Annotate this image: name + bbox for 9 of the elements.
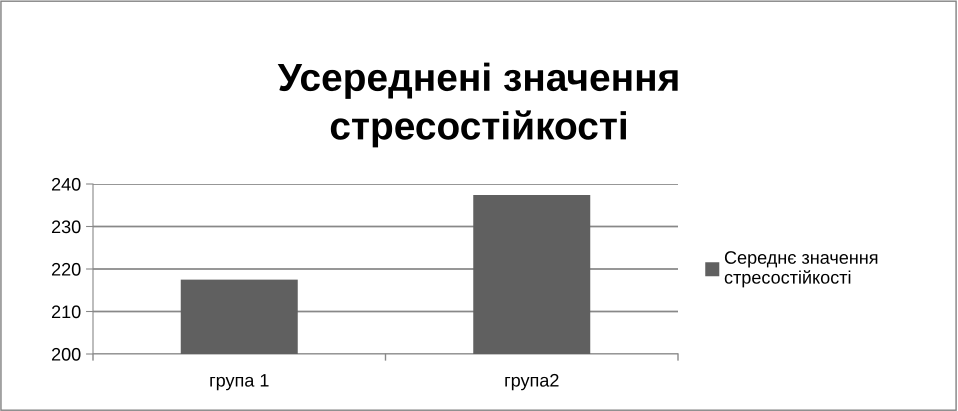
y-tick-label: 200 bbox=[52, 348, 80, 361]
y-tick-label: 230 bbox=[52, 220, 80, 234]
x-tick-label: група 1 bbox=[210, 374, 269, 390]
y-tick-label: 220 bbox=[52, 262, 80, 276]
y-tick-label: 210 bbox=[52, 305, 80, 318]
y-tick-label: 240 bbox=[52, 178, 80, 191]
x-tick-label: група2 bbox=[505, 374, 558, 390]
legend-label: Середнє значення стресостійкості bbox=[724, 251, 878, 288]
chart-title: Усереднені значення стресостійкості bbox=[278, 62, 678, 148]
